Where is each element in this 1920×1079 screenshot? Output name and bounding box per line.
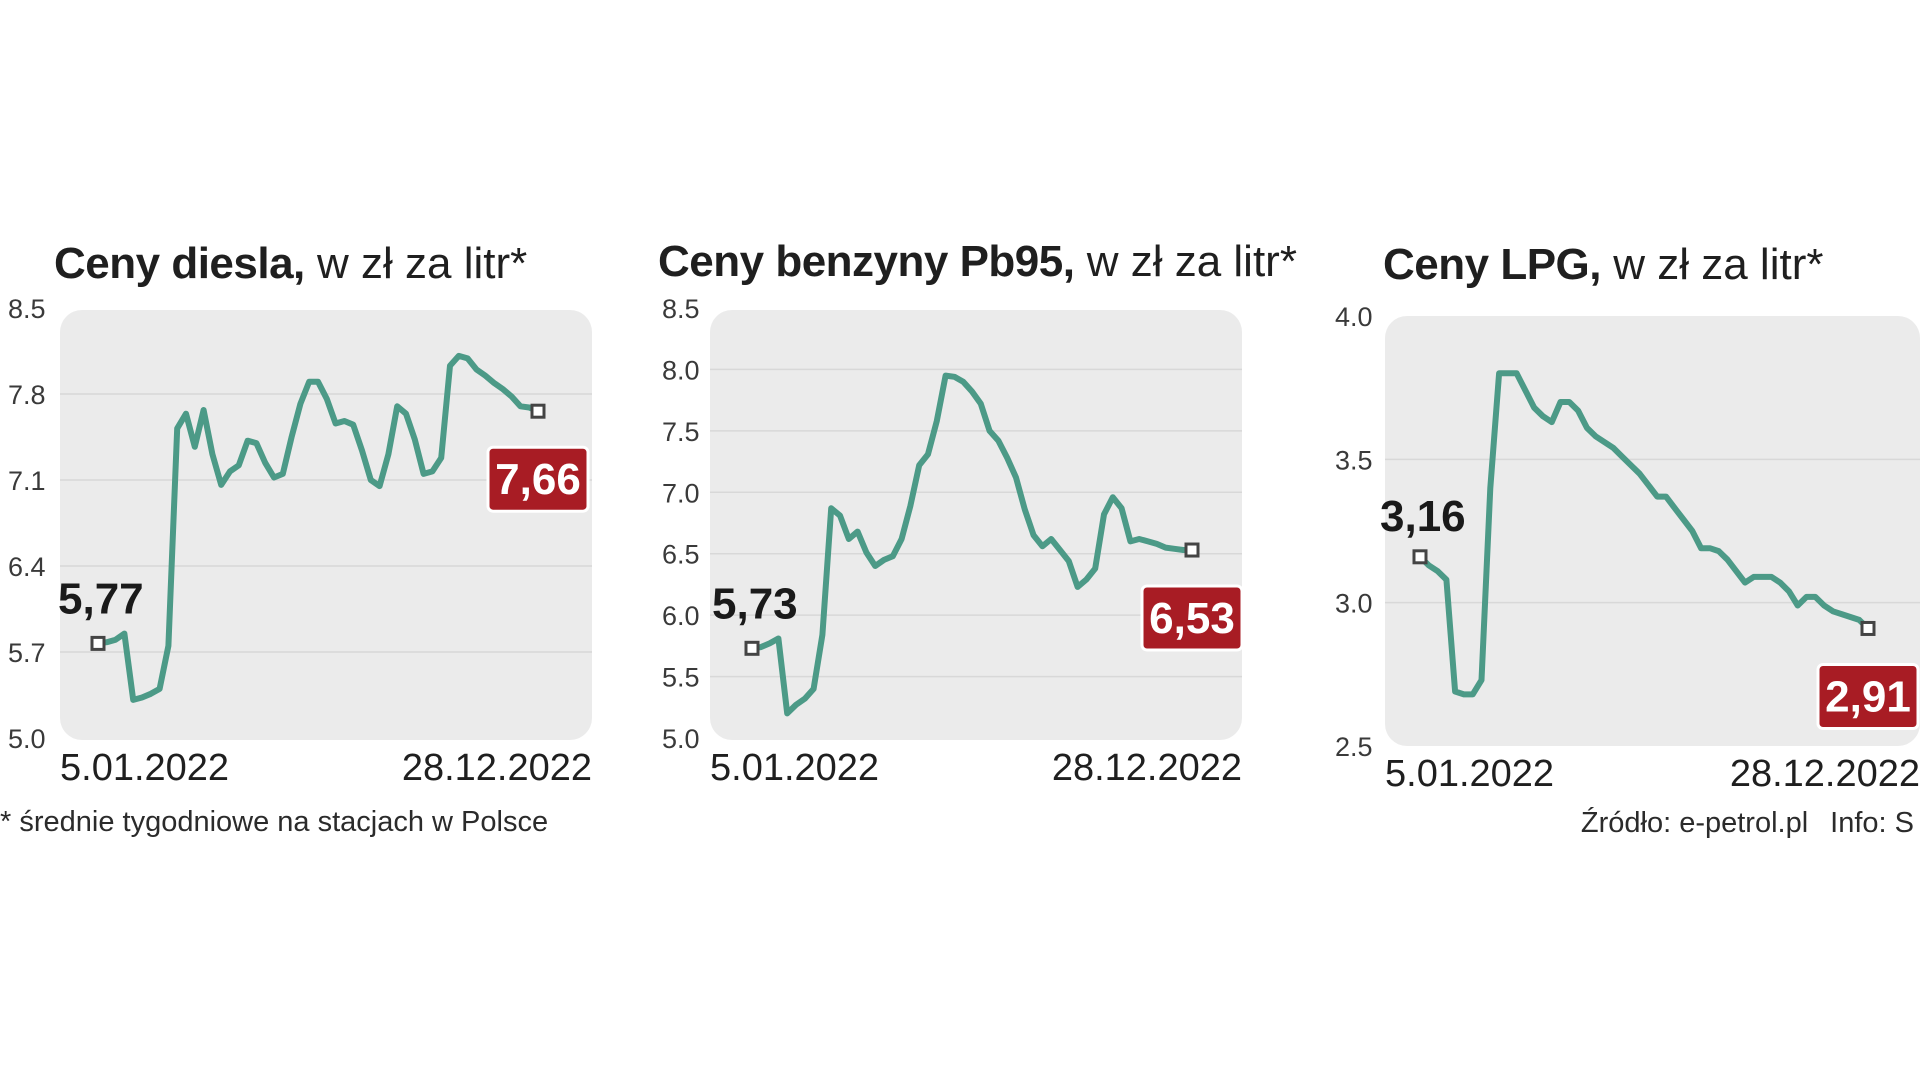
chart-title-unit: w zł za litr* (1601, 240, 1824, 289)
y-tick-label: 7.0 (662, 478, 700, 508)
start-value-label: 5,77 (58, 574, 144, 623)
source-credit: Źródło: e-petrol.pl (1580, 807, 1809, 839)
x-start-date: 5.01.2022 (710, 747, 879, 789)
plot-area (60, 310, 592, 740)
line-chart-lpg: 4.0 3.5 3.0 2.5 3,16 2,91 5.01.2022 28.12.2022 (1335, 302, 1920, 795)
chart-title: Ceny diesla, w zł za litr* (54, 242, 527, 286)
line-chart-pb95: 8.5 8.0 7.5 7.0 6.5 6.0 5.5 5.0 5,73 6,53 5.01.202… (662, 294, 1244, 789)
start-value-label: 3,16 (1380, 492, 1466, 541)
x-start-date: 5.01.2022 (60, 747, 229, 789)
chart-title: Ceny LPG, w zł za litr* (1383, 243, 1823, 287)
y-tick-label: 2.5 (1335, 732, 1373, 762)
plot-area (710, 310, 1242, 740)
y-tick-label: 7.8 (8, 380, 46, 410)
chart-panel-pb95: Ceny benzyny Pb95, w zł za litr* 8.5 8.0 7… (650, 0, 1297, 1079)
chart-title-unit: w zł za litr* (1074, 237, 1297, 286)
end-marker (1860, 620, 1876, 636)
start-marker (90, 635, 106, 651)
chart-title-unit: w zł za litr* (304, 239, 528, 288)
y-tick-label: 8.0 (662, 355, 700, 385)
chart-title-bold: Ceny diesla, (54, 239, 305, 288)
series-line (749, 372, 1195, 717)
x-end-date: 28.12.2022 (402, 747, 592, 789)
y-tick-label: 3.5 (1335, 445, 1373, 475)
end-value-label: 6,53 (1149, 594, 1235, 643)
start-marker (744, 640, 760, 656)
x-end-date: 28.12.2022 (1052, 747, 1242, 789)
y-tick-label: 5.7 (8, 638, 46, 668)
info-credit: Info: S (1830, 807, 1914, 839)
y-tick-label: 5.0 (8, 724, 46, 754)
end-marker (530, 403, 546, 419)
end-marker (1184, 542, 1200, 558)
end-value-badge (1816, 662, 1920, 730)
chart-panel-diesel: Ceny diesla, w zł za litr* 8.5 7.8 7.1 6.4 5… (0, 0, 640, 1079)
line-chart-diesel: 8.5 7.8 7.1 6.4 5.7 5.0 5,77 7,66 5.01.2022 28.12… (8, 294, 592, 789)
chart-panel-lpg: Ceny LPG, w zł za litr* 4.0 3.5 3.0 2.5 3,16… (1300, 0, 1920, 1079)
chart-title-bold: Ceny LPG, (1383, 240, 1602, 289)
end-value-badge (1140, 584, 1244, 652)
series-line (95, 352, 541, 703)
chart-title: Ceny benzyny Pb95, w zł za litr* (658, 240, 1297, 284)
footnote: * średnie tygodniowe na stacjach w Polsc… (0, 806, 549, 838)
y-tick-label: 8.5 (8, 294, 46, 324)
y-tick-label: 3.0 (1335, 589, 1373, 619)
start-value-label: 5,73 (712, 579, 798, 628)
y-tick-label: 4.0 (1335, 302, 1373, 332)
series-line (1417, 370, 1871, 698)
y-tick-label: 5.0 (662, 724, 700, 754)
end-value-label: 7,66 (495, 455, 581, 504)
y-tick-label: 6.5 (662, 540, 700, 570)
y-tick-label: 5.5 (662, 663, 700, 693)
chart-title-bold: Ceny benzyny Pb95, (658, 237, 1075, 286)
plot-area (1385, 316, 1920, 746)
source-line: Źródło: e-petrol.pl Info: S (1581, 807, 1914, 840)
x-end-date: 28.12.2022 (1730, 753, 1920, 795)
start-marker (1412, 549, 1428, 565)
y-tick-label: 6.4 (8, 552, 46, 582)
y-tick-label: 7.5 (662, 417, 700, 447)
y-tick-label: 7.1 (8, 466, 46, 496)
x-start-date: 5.01.2022 (1385, 753, 1554, 795)
end-value-badge (486, 445, 590, 513)
y-tick-label: 8.5 (662, 294, 700, 324)
end-value-label: 2,91 (1825, 672, 1911, 721)
y-tick-label: 6.0 (662, 601, 700, 631)
